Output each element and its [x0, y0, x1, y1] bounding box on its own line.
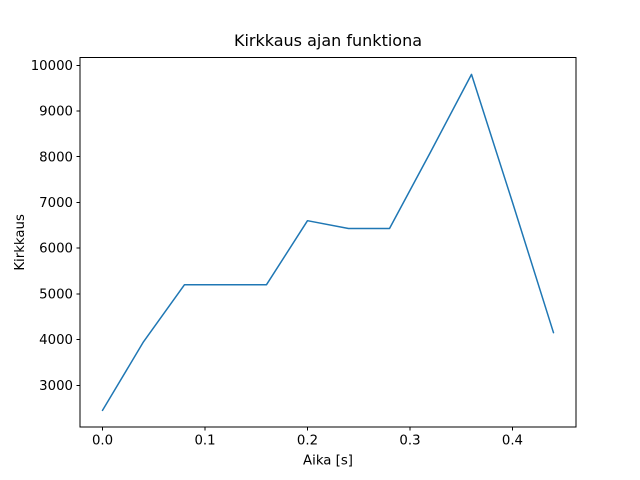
x-axis-label: Aika [s] [303, 454, 353, 469]
y-tick-label: 10000 [31, 59, 73, 74]
x-tick-label: 0.4 [502, 434, 523, 449]
y-tick-label: 3000 [39, 379, 73, 394]
y-tick-label: 8000 [39, 150, 73, 165]
chart-title: Kirkkaus ajan funktiona [234, 31, 422, 50]
y-tick-label: 5000 [39, 287, 73, 302]
y-tick-label: 4000 [39, 333, 73, 348]
y-axis-label: Kirkkaus [13, 214, 28, 271]
y-tick-label: 9000 [39, 105, 73, 120]
y-tick-label: 7000 [39, 196, 73, 211]
x-tick-label: 0.2 [297, 434, 318, 449]
axes-frame [79, 57, 577, 428]
x-tick-label: 0.3 [399, 434, 420, 449]
x-tick-label: 0.1 [194, 434, 215, 449]
data-series-line [101, 73, 555, 412]
y-tick-label: 6000 [39, 242, 73, 257]
x-tick-label: 0.0 [92, 434, 113, 449]
